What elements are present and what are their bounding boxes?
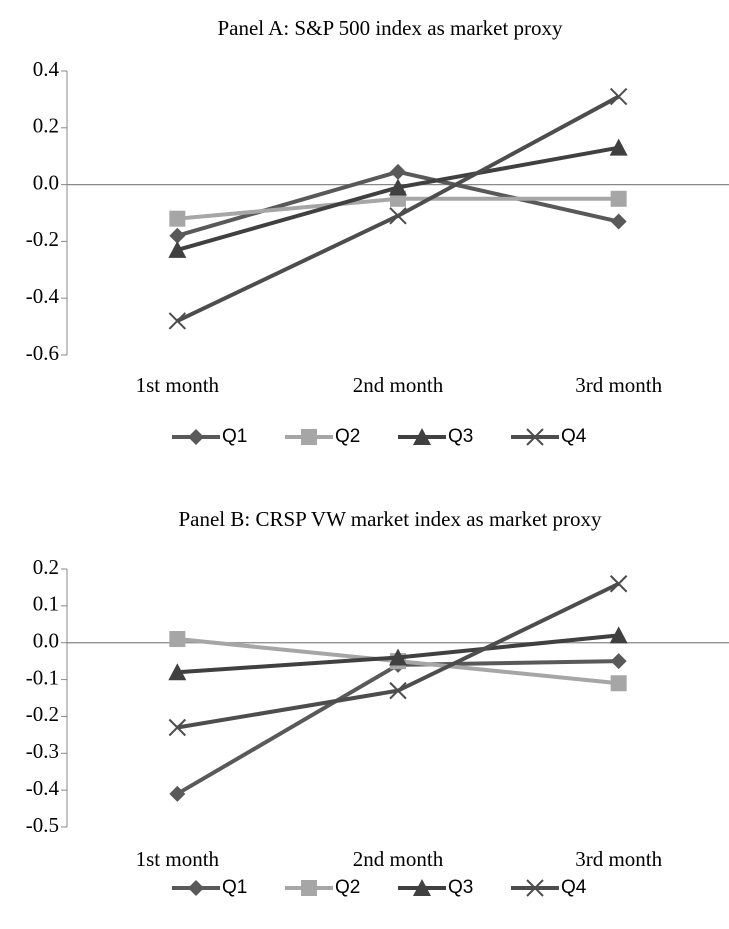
y-tick-label: -0.6 xyxy=(26,341,59,365)
chart-title: Panel B: CRSP VW market index as market … xyxy=(178,507,602,531)
point xyxy=(610,675,627,692)
series-line xyxy=(176,94,620,323)
y-tick-label: 0.0 xyxy=(33,170,59,194)
point xyxy=(609,626,628,644)
point xyxy=(609,575,628,593)
legend-label: Q2 xyxy=(335,877,360,898)
y-tick-label: -0.4 xyxy=(26,776,60,800)
y-tick-label: -0.1 xyxy=(26,665,59,689)
y-tick-label: -0.2 xyxy=(26,702,59,726)
point xyxy=(169,631,186,648)
point xyxy=(609,138,628,156)
point xyxy=(609,87,628,106)
y-tick-label: -0.3 xyxy=(26,739,59,763)
y-tick-label: -0.2 xyxy=(26,227,59,251)
x-tick-label: 1st month xyxy=(136,373,220,397)
y-tick-label: 0.0 xyxy=(33,629,59,653)
point xyxy=(610,190,627,207)
legend-label: Q1 xyxy=(222,426,247,447)
y-tick-label: -0.5 xyxy=(26,813,59,837)
series-line xyxy=(176,659,619,796)
point xyxy=(389,648,407,666)
x-tick-label: 3rd month xyxy=(575,847,662,871)
point xyxy=(169,785,186,802)
chart-title: Panel A: S&P 500 index as market proxy xyxy=(217,16,563,40)
legend-marker xyxy=(188,880,204,896)
y-tick-label: 0.4 xyxy=(33,57,60,81)
y-tick-label: 0.2 xyxy=(33,555,59,579)
x-tick-label: 2nd month xyxy=(353,847,444,871)
point xyxy=(168,663,187,681)
legend-marker xyxy=(301,429,317,445)
point xyxy=(610,653,627,670)
legend-marker xyxy=(526,879,544,897)
legend-label: Q4 xyxy=(561,877,587,898)
legend-label: Q3 xyxy=(448,877,473,898)
point xyxy=(390,163,406,180)
point xyxy=(168,312,187,330)
y-tick-label: 0.2 xyxy=(33,114,59,138)
legend-label: Q3 xyxy=(448,426,473,447)
x-tick-label: 1st month xyxy=(136,847,220,871)
legend-label: Q2 xyxy=(335,426,360,447)
legend-label: Q1 xyxy=(222,877,247,898)
point xyxy=(389,207,407,225)
x-tick-label: 2nd month xyxy=(353,373,444,397)
point xyxy=(610,213,627,230)
y-tick-label: -0.4 xyxy=(26,284,60,308)
point xyxy=(389,681,407,700)
point xyxy=(169,227,186,244)
y-tick-label: 0.1 xyxy=(33,592,59,616)
legend-marker xyxy=(413,428,431,445)
legend-marker xyxy=(301,880,317,896)
x-tick-label: 3rd month xyxy=(575,373,662,397)
legend-marker xyxy=(188,429,204,445)
legend-label: Q4 xyxy=(561,426,587,447)
legend-marker xyxy=(413,879,431,896)
legend-marker xyxy=(526,428,544,446)
point xyxy=(168,718,187,737)
point xyxy=(169,210,186,227)
point xyxy=(389,178,407,196)
point xyxy=(168,240,187,258)
